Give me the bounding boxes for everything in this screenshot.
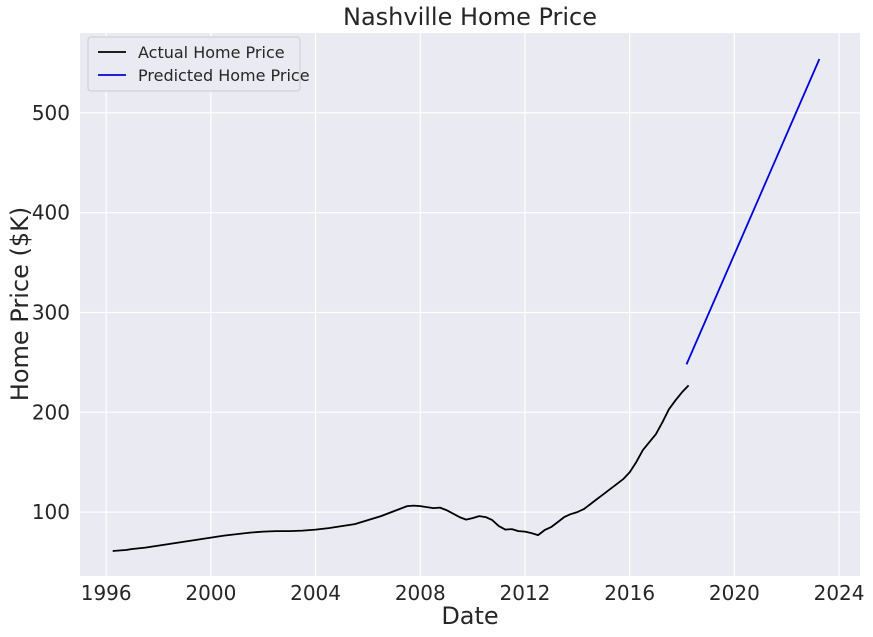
x-tick-label: 2020 (709, 581, 760, 605)
chart-title: Nashville Home Price (343, 3, 597, 31)
legend: Actual Home Price Predicted Home Price (87, 36, 310, 92)
y-tick-label: 500 (32, 101, 70, 125)
series-line-predicted (685, 58, 821, 365)
x-tick-label: 2012 (500, 581, 551, 605)
y-tick-label: 400 (32, 201, 70, 225)
grid-lines (80, 33, 860, 576)
x-tick-label: 2000 (185, 581, 236, 605)
x-tick-label: 2008 (395, 581, 446, 605)
legend-label-predicted: Predicted Home Price (138, 66, 310, 85)
series-line-actual (112, 384, 690, 552)
y-tick-label: 300 (32, 300, 70, 324)
legend-box (87, 36, 301, 92)
plot-area (80, 33, 860, 576)
legend-label-actual: Actual Home Price (138, 43, 285, 62)
x-tick-label: 2004 (290, 581, 341, 605)
x-axis-label: Date (441, 602, 498, 630)
x-tick-label: 2024 (814, 581, 865, 605)
series-layer (112, 58, 821, 552)
tick-labels: 1996 2000 2004 2008 2012 2016 2020 2024 100 200 30… (32, 101, 865, 605)
y-tick-label: 100 (32, 500, 70, 524)
y-tick-label: 200 (32, 400, 70, 424)
x-tick-label: 2016 (604, 581, 655, 605)
x-tick-label: 1996 (81, 581, 132, 605)
y-axis-label: Home Price ($K) (6, 207, 34, 401)
